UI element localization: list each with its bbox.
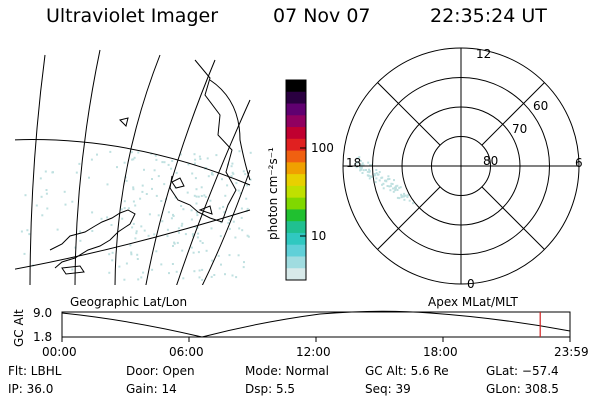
colorbar-cell bbox=[286, 138, 306, 152]
polar-lat-label-70: 70 bbox=[512, 122, 528, 136]
island-outline bbox=[171, 177, 185, 189]
colorbar-cell bbox=[286, 174, 306, 187]
colorbar-cell bbox=[286, 209, 306, 222]
colorbar-tick-100: 100 bbox=[311, 141, 334, 155]
polar-mlt-label-6: 6 bbox=[575, 156, 583, 170]
time-tick-2359: 23:59 bbox=[554, 345, 589, 359]
altitude-track-plot bbox=[61, 310, 571, 342]
south-america-coastline bbox=[169, 59, 237, 223]
time-tick-0000: 00:00 bbox=[42, 345, 77, 359]
geo-meridian-line bbox=[114, 54, 161, 285]
geo-meridian-line bbox=[145, 59, 216, 285]
island-outline bbox=[198, 205, 213, 215]
time-tick-0600: 06:00 bbox=[169, 345, 204, 359]
mode-info: Mode: Normal bbox=[245, 364, 329, 378]
altitude-axis-label: GC Alt bbox=[12, 309, 26, 347]
date-label: 07 Nov 07 bbox=[273, 5, 371, 27]
colorbar-cell bbox=[286, 80, 306, 93]
polar-mlt-label-18: 18 bbox=[346, 156, 362, 170]
colorbar-cell bbox=[286, 221, 306, 234]
geo-latitude-line bbox=[15, 139, 251, 186]
geo-meridian-line bbox=[29, 54, 46, 285]
colorbar-cell bbox=[286, 244, 306, 257]
colorbar-cell bbox=[286, 197, 306, 210]
colorbar-tick-10: 10 bbox=[311, 229, 327, 243]
colorbar-cell bbox=[286, 103, 306, 116]
gain-info: Gain: 14 bbox=[126, 382, 177, 396]
colorbar-cell bbox=[286, 268, 306, 281]
colorbar-cell bbox=[286, 150, 306, 163]
polar-plot bbox=[342, 47, 580, 285]
island-outline bbox=[61, 265, 85, 275]
polar-mlt-label-0: 0 bbox=[467, 277, 475, 291]
colorbar-cell bbox=[286, 256, 306, 269]
geo-meridian-line bbox=[201, 169, 251, 285]
color-bar bbox=[285, 79, 307, 281]
colorbar-cell bbox=[286, 91, 306, 105]
seq-info: Seq: 39 bbox=[365, 382, 411, 396]
time-tick-1800: 18:00 bbox=[423, 345, 458, 359]
time-tick-1200: 12:00 bbox=[296, 345, 331, 359]
glon-info: GLon: 308.5 bbox=[486, 382, 559, 396]
geo-map-label: Geographic Lat/Lon bbox=[70, 295, 188, 309]
geographic-map bbox=[15, 49, 252, 285]
altitude-tick-low: 1.8 bbox=[33, 330, 53, 344]
instrument-title: Ultraviolet Imager bbox=[46, 5, 219, 27]
island-outline bbox=[119, 117, 129, 127]
door-info: Door: Open bbox=[126, 364, 195, 378]
gc-alt-info: GC Alt: 5.6 Re bbox=[365, 364, 449, 378]
polar-lat-label-80: 80 bbox=[483, 154, 499, 168]
geo-meridian-line bbox=[176, 99, 251, 285]
glat-info: GLat: −57.4 bbox=[486, 364, 559, 378]
antarctic-peninsula-coastline bbox=[49, 209, 136, 269]
filter-info: Flt: LBHL bbox=[8, 364, 62, 378]
colorbar-cell bbox=[286, 185, 306, 199]
altitude-tick-high: 9.0 bbox=[33, 306, 53, 320]
polar-lat-label-60: 60 bbox=[533, 99, 549, 113]
dsp-info: Dsp: 5.5 bbox=[245, 382, 296, 396]
ip-info: IP: 36.0 bbox=[8, 382, 54, 396]
altitude-curve bbox=[61, 310, 571, 338]
polar-aurora-emission bbox=[354, 156, 414, 205]
geo-latitude-line bbox=[15, 209, 251, 270]
colorbar-cell bbox=[286, 232, 306, 246]
polar-plot-label: Apex MLat/MLT bbox=[428, 295, 518, 309]
colorbar-unit-label: photon cm⁻²s⁻¹ bbox=[266, 147, 280, 240]
colorbar-cell bbox=[286, 127, 306, 140]
colorbar-cell bbox=[286, 115, 306, 128]
geo-meridian-line bbox=[74, 49, 101, 285]
polar-mlt-label-12: 12 bbox=[476, 47, 492, 61]
coastline-fragment bbox=[209, 79, 251, 181]
time-label: 22:35:24 UT bbox=[430, 5, 547, 27]
colorbar-cell bbox=[286, 162, 306, 175]
